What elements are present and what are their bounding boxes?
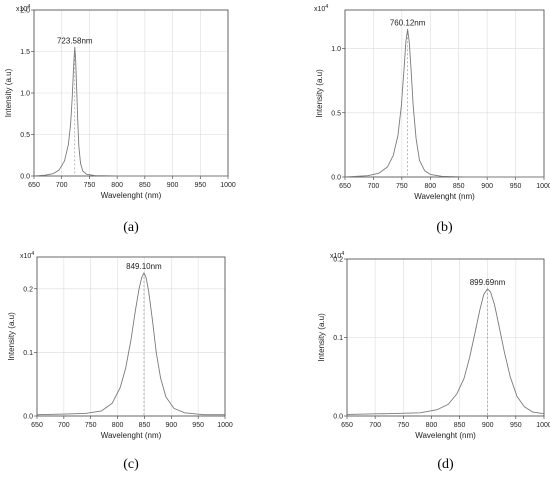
- y-axis-label: Intensity (a.u): [4, 68, 13, 117]
- panel-caption: (c): [123, 457, 139, 472]
- peak-label: 723.58nm: [57, 36, 93, 45]
- y-axis-label: Intensity (a.u): [7, 312, 16, 361]
- y-multiplier-exponent: 4: [27, 4, 30, 10]
- y-multiplier-label: x104: [314, 4, 328, 13]
- x-tick-label: 1000: [217, 422, 233, 429]
- panel-caption: (a): [123, 220, 139, 235]
- y-axis-label: Intensity (a.u): [315, 69, 324, 118]
- y-tick-label: 0.1: [333, 335, 343, 342]
- x-tick-label: 850: [453, 183, 465, 190]
- y-multiplier-label: x104: [16, 4, 30, 13]
- chart-panel-2: 650 700 750 800 850 900 950 1000 0.0 0.5 1.0 760.12…: [314, 4, 550, 235]
- x-tick-label: 900: [167, 182, 179, 189]
- x-axis-label: Wavelenght (nm): [101, 431, 162, 440]
- x-tick-label: 700: [56, 182, 68, 189]
- series-line: [344, 28, 544, 178]
- x-tick-label: 950: [510, 422, 522, 429]
- peak-label: 899.69nm: [470, 278, 506, 287]
- x-tick-label: 850: [139, 182, 151, 189]
- plot-frame: [346, 258, 545, 417]
- x-tick-label: 950: [192, 422, 204, 429]
- y-tick-label: 0.0: [23, 414, 33, 421]
- y-tick-label: 0.5: [331, 110, 341, 117]
- x-tick-label: 650: [341, 422, 353, 429]
- x-tick-label: 700: [368, 183, 380, 190]
- y-tick-label: 0.1: [23, 350, 33, 357]
- y-multiplier-label: x104: [20, 251, 34, 260]
- x-axis-label: Wavelenght (nm): [414, 192, 475, 201]
- y-tick-label: 0.5: [20, 132, 30, 139]
- x-tick-label: 750: [396, 183, 408, 190]
- x-tick-label: 750: [84, 182, 96, 189]
- x-axis-label: Wavelenght (nm): [101, 191, 162, 200]
- y-multiplier-exponent: 4: [341, 251, 344, 257]
- x-tick-label: 800: [111, 182, 123, 189]
- y-multiplier-exponent: 4: [325, 4, 328, 10]
- y-axis-label: Intensity (a.u): [317, 313, 326, 362]
- y-tick-label: 0.2: [23, 286, 33, 293]
- x-tick-label: 1000: [220, 182, 236, 189]
- peak-label: 760.12nm: [390, 18, 426, 27]
- series-line: [346, 288, 545, 415]
- x-tick-label: 1000: [536, 183, 550, 190]
- y-multiplier-exponent: 4: [31, 251, 34, 257]
- x-tick-label: 950: [510, 183, 522, 190]
- x-tick-label: 1000: [536, 422, 550, 429]
- panel-caption: (d): [437, 457, 454, 472]
- y-tick-label: 1.0: [331, 46, 341, 53]
- x-tick-label: 700: [58, 422, 70, 429]
- plot-frame: [344, 9, 545, 178]
- y-tick-label: 0.0: [20, 174, 30, 181]
- chart-panel-1: 650 700 750 800 850 900 950 1000 0.0 0.5 1.0 1.5 2.0…: [4, 4, 236, 235]
- series-line: [36, 272, 225, 416]
- x-tick-label: 800: [424, 183, 436, 190]
- y-tick-label: 1.0: [20, 91, 30, 98]
- x-tick-label: 650: [28, 182, 40, 189]
- y-tick-label: 0.0: [331, 175, 341, 182]
- x-tick-label: 850: [454, 422, 466, 429]
- y-tick-label: 1.5: [20, 49, 30, 56]
- x-tick-label: 950: [194, 182, 206, 189]
- x-tick-label: 800: [426, 422, 438, 429]
- y-tick-label: 0.0: [333, 414, 343, 421]
- x-tick-label: 700: [369, 422, 381, 429]
- x-tick-label: 900: [481, 183, 493, 190]
- x-tick-label: 900: [482, 422, 494, 429]
- x-tick-label: 800: [112, 422, 124, 429]
- x-tick-label: 650: [31, 422, 43, 429]
- x-tick-label: 900: [165, 422, 177, 429]
- peak-label: 849.10nm: [126, 262, 162, 271]
- x-axis-label: Wavelenght (nm): [415, 431, 476, 440]
- x-tick-label: 650: [339, 183, 351, 190]
- chart-panel-4: 650 700 750 800 850 900 950 1000 0.0 0.1 0.2 899.69…: [317, 251, 550, 472]
- y-multiplier-label: x104: [330, 251, 344, 260]
- y-tick-label: 0.2: [333, 257, 343, 264]
- chart-panel-3: 650 700 750 800 850 900 950 1000 0.0 0.1 0.2 849.10…: [7, 251, 233, 472]
- y-tick-label: 2.0: [20, 8, 30, 15]
- series-line: [33, 46, 228, 177]
- x-tick-label: 750: [397, 422, 409, 429]
- panel-caption: (b): [436, 220, 453, 235]
- plot-frame: [36, 256, 226, 417]
- x-tick-label: 850: [139, 422, 151, 429]
- x-tick-label: 750: [85, 422, 97, 429]
